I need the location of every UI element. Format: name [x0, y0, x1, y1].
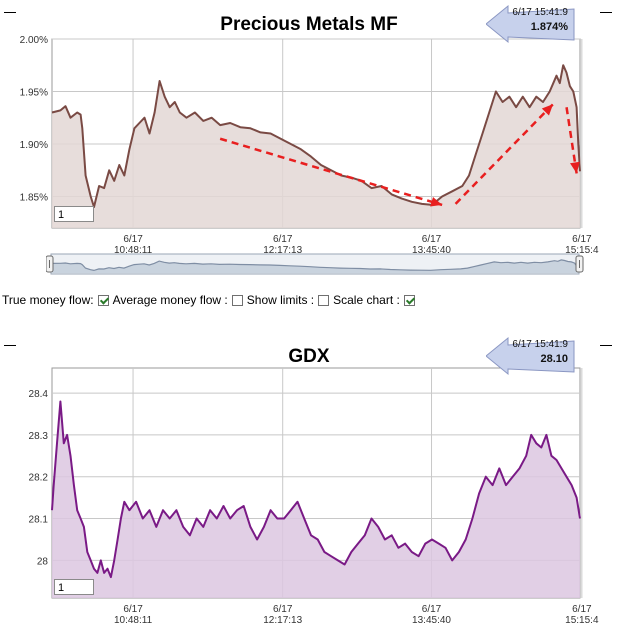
value-pointer: 6/17 15:41:9 1.874% — [486, 4, 576, 44]
average-money-flow-label: Average money flow : — [112, 293, 228, 307]
x-tick-time: 13:45:40 — [412, 615, 451, 626]
precious-metals-chart[interactable]: 2.00%1.95%1.90%1.85%6/1710:48:116/1712:1… — [0, 0, 618, 300]
scale-chart-checkbox[interactable] — [403, 294, 415, 306]
average-money-flow-checkbox[interactable] — [231, 294, 243, 306]
x-tick-time: 15:15:4 — [565, 245, 599, 256]
y-tick-label: 28.3 — [29, 431, 49, 442]
y-tick-label: 28.2 — [29, 473, 49, 484]
y-tick-label: 1.95% — [20, 88, 48, 99]
x-tick-date: 6/17 — [422, 604, 442, 615]
x-tick-time: 12:17:13 — [263, 615, 302, 626]
zoom-input[interactable]: 1 — [54, 206, 94, 222]
minimize-icon[interactable] — [600, 12, 612, 13]
x-tick-time: 15:15:4 — [565, 615, 599, 626]
x-tick-date: 6/17 — [273, 604, 293, 615]
minimize-icon[interactable] — [600, 345, 612, 346]
pointer-value: 1.874% — [530, 21, 568, 33]
trend-arrow-line — [219, 137, 443, 207]
trend-arrowhead-icon — [570, 161, 580, 174]
series-line — [51, 64, 581, 208]
series-area — [52, 401, 580, 598]
minimize-icon[interactable] — [4, 12, 16, 13]
x-tick-date: 6/17 — [572, 234, 592, 245]
x-tick-date: 6/17 — [273, 234, 293, 245]
pointer-value: 28.10 — [540, 353, 568, 365]
series-area — [52, 65, 580, 228]
x-tick-time: 13:45:40 — [412, 245, 451, 256]
value-pointer: 6/17 15:41:9 28.10 — [486, 336, 576, 376]
chart-title: GDX — [288, 346, 330, 367]
x-tick-date: 6/17 — [123, 604, 143, 615]
navigator-line — [51, 259, 579, 272]
y-tick-label: 28.1 — [29, 515, 49, 526]
y-tick-label: 28 — [37, 556, 49, 567]
pointer-arrow-icon — [486, 336, 575, 376]
pointer-time: 6/17 15:41:9 — [512, 7, 568, 18]
trend-arrowhead-icon — [541, 104, 554, 116]
gdx-panel: GDX 28.4 28.3 28.2 28.1 28 6/17 10:48:11 6/17 12… — [0, 330, 618, 636]
x-tick-time: 10:48:11 — [114, 615, 153, 626]
scale-chart-label: Scale chart : — [333, 293, 400, 307]
x-tick-time: 10:48:11 — [114, 245, 153, 256]
x-tick-time: 12:17:13 — [263, 245, 302, 256]
minimize-icon[interactable] — [4, 345, 16, 346]
y-tick-label: 28.4 — [29, 389, 49, 400]
true-money-flow-label: True money flow: — [2, 293, 94, 307]
chart-options: True money flow: Average money flow : Sh… — [2, 292, 415, 308]
y-tick-label: 1.85% — [20, 193, 48, 204]
x-tick-date: 6/17 — [422, 234, 442, 245]
y-tick-label: 1.90% — [20, 140, 48, 151]
true-money-flow-checkbox[interactable] — [97, 294, 109, 306]
pointer-time: 6/17 15:41:9 — [512, 339, 568, 350]
y-tick-label: 2.00% — [20, 35, 48, 46]
x-tick-date: 6/17 — [123, 234, 143, 245]
x-tick-date: 6/17 — [572, 604, 592, 615]
trend-arrowhead-icon — [430, 196, 443, 207]
zoom-input[interactable]: 1 — [54, 579, 94, 595]
show-limits-label: Show limits : — [246, 293, 315, 307]
range-navigator[interactable] — [46, 250, 584, 278]
chart-title: Precious Metals MF — [220, 14, 398, 35]
show-limits-checkbox[interactable] — [318, 294, 330, 306]
precious-metals-panel: Precious Metals MF 2.00% 1.95% 1.90% 1.85% 6… — [0, 0, 618, 300]
gdx-chart[interactable]: 28.428.328.228.1286/1710:48:116/1712:17:… — [0, 330, 618, 636]
pointer-arrow-icon — [486, 4, 575, 44]
series-line — [51, 400, 581, 579]
